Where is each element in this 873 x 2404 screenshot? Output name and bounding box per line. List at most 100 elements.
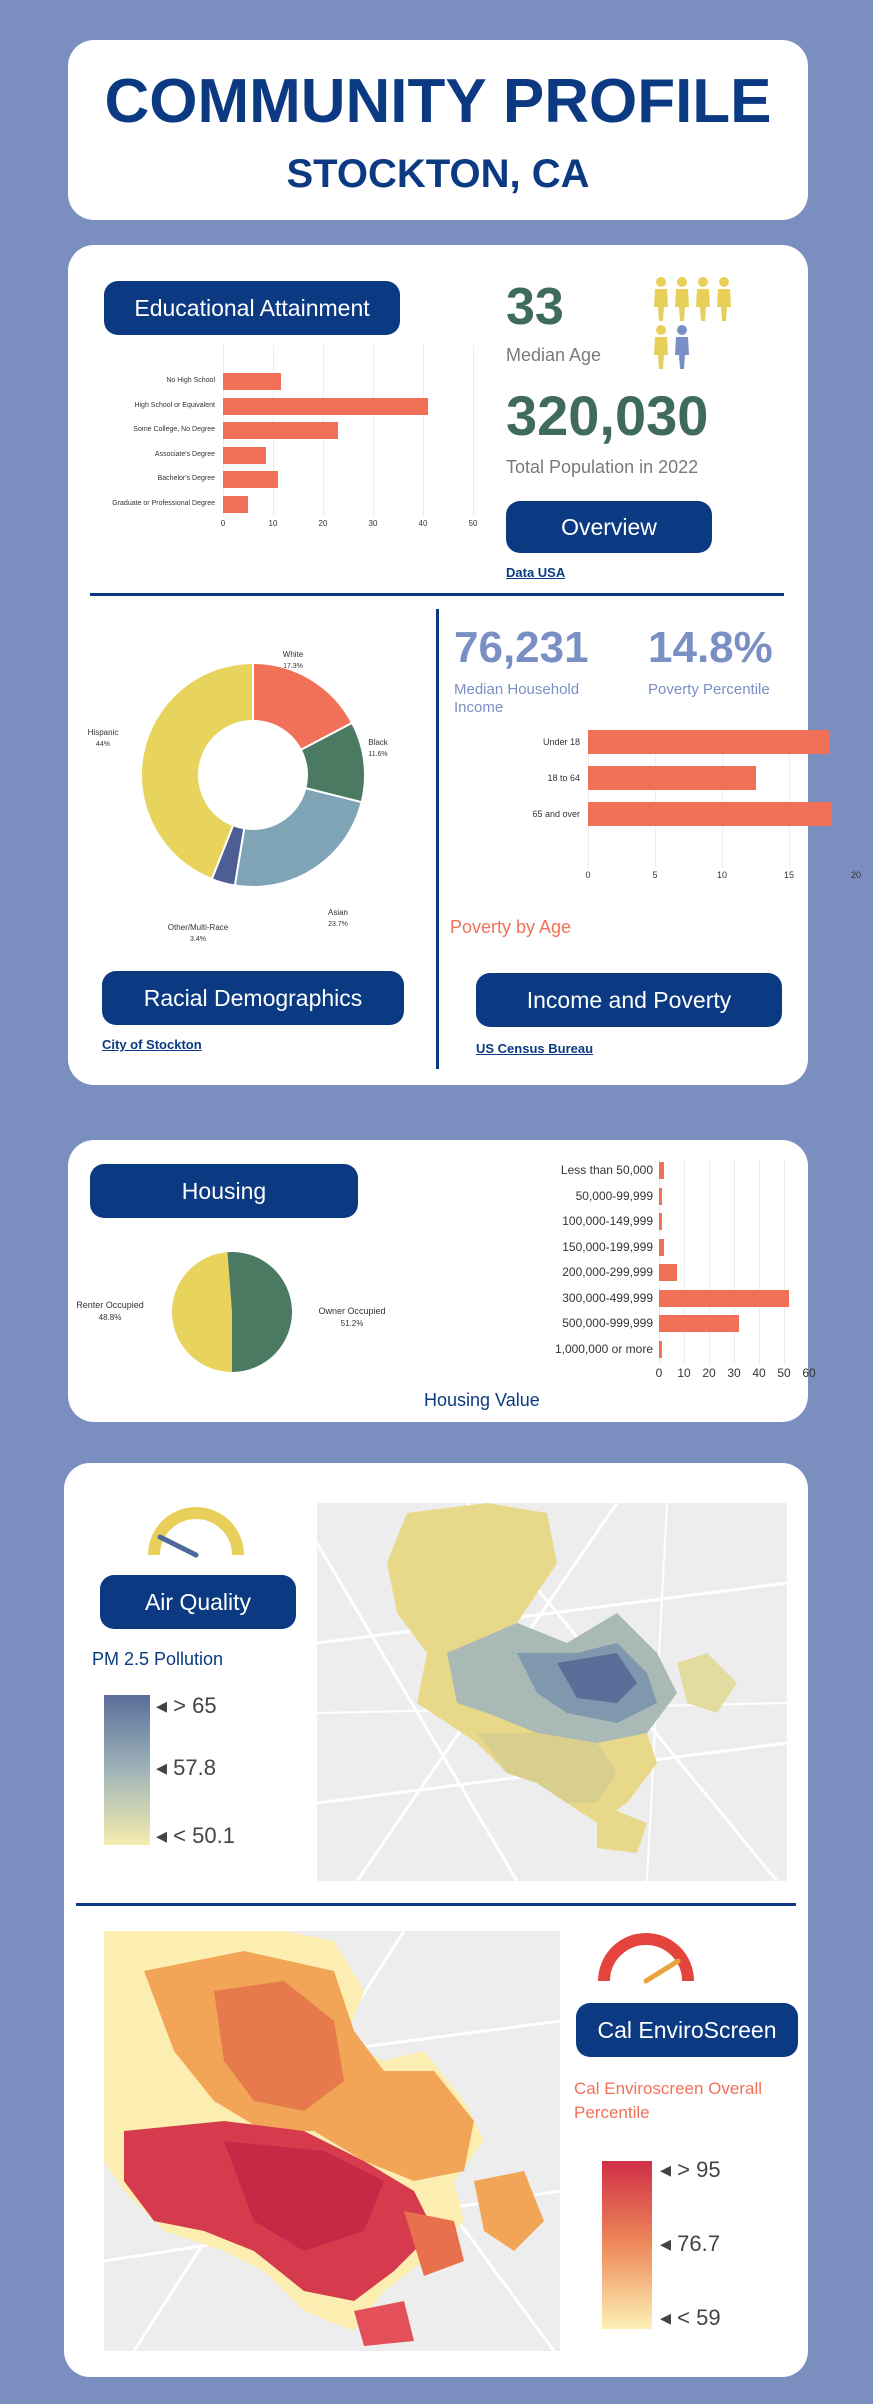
axis-tick-label: 60 xyxy=(802,1366,816,1380)
vertical-divider xyxy=(436,609,439,1069)
environment-card: Air Quality PM 2.5 Pollution ◂ > 65 ◂ 57… xyxy=(64,1463,808,2377)
enviroscreen-legend-gradient xyxy=(602,2161,652,2329)
housing-slice-label: Owner Occupied xyxy=(318,1306,385,1316)
bar-category-label: 150,000-199,999 xyxy=(562,1239,653,1254)
axis-tick-label: 10 xyxy=(716,870,727,880)
housing-slice-value: 48.8% xyxy=(99,1313,122,1322)
us-census-link[interactable]: US Census Bureau xyxy=(476,1041,594,1056)
page-title: COMMUNITY PROFILE xyxy=(104,67,772,136)
median-income-label: Median Household Income xyxy=(454,681,580,716)
bar-category-label: 50,000-99,999 xyxy=(575,1188,653,1203)
overview-card: Educational Attainment No High School Hig… xyxy=(68,245,861,1085)
bar-category-label: Bachelor's Degree xyxy=(157,475,215,483)
section-divider xyxy=(90,593,784,596)
pm25-legend-title: PM 2.5 Pollution xyxy=(92,1649,224,1669)
race-slice-value: 3.4% xyxy=(190,936,206,943)
poverty-pct-value: 14.8% xyxy=(648,623,773,672)
bar xyxy=(223,422,338,439)
income-poverty-title: Income and Poverty xyxy=(476,973,782,1027)
axis-tick-label: 0 xyxy=(220,519,226,528)
axis-tick-label: 5 xyxy=(652,870,658,880)
axis-tick-label: 10 xyxy=(268,519,278,528)
bar-category-label: 1,000,000 or more xyxy=(554,1341,653,1356)
bar-category-label: 200,000-299,999 xyxy=(562,1265,653,1280)
housing-title: Housing xyxy=(90,1164,358,1218)
race-slice-label: Asian xyxy=(328,908,348,917)
bar xyxy=(659,1289,789,1307)
housing-value-title: Housing Value xyxy=(424,1390,540,1410)
bar xyxy=(659,1213,662,1230)
bar xyxy=(223,446,266,464)
bar-category-label: 300,000-499,999 xyxy=(562,1290,653,1305)
housing-slice xyxy=(171,1252,232,1372)
axis-tick-label: 50 xyxy=(468,519,478,528)
axis-tick-label: 50 xyxy=(777,1366,791,1380)
axis-tick-label: 40 xyxy=(752,1366,766,1380)
education-chart: No High School High School or Equivalent S… xyxy=(68,345,488,535)
median-age-label: Median Age xyxy=(506,345,602,365)
pm25-legend-high: ◂ > 65 xyxy=(156,1693,217,1718)
housing-card: Housing Renter Occupied 48.8% Owner Occupi… xyxy=(68,1140,816,1422)
housing-value-chart: Less than 50,000 50,000-99,999 100,000-149… xyxy=(428,1152,816,1382)
housing-slice xyxy=(227,1252,292,1372)
air-quality-map[interactable] xyxy=(317,1503,787,1881)
race-slice xyxy=(140,661,254,881)
race-slice-value: 44% xyxy=(96,741,110,748)
bar xyxy=(659,1238,664,1256)
enviroscreen-map[interactable] xyxy=(104,1931,560,2351)
bar xyxy=(659,1187,662,1205)
education-title: Educational Attainment xyxy=(104,281,400,335)
bar xyxy=(223,397,428,415)
enviroscreen-legend-mid: ◂ 76.7 xyxy=(660,2231,720,2256)
race-slice-label: Hispanic xyxy=(88,728,119,737)
race-slice-value: 17.3% xyxy=(283,663,303,670)
bar-category-label: Under 18 xyxy=(542,736,580,747)
race-slice-value: 23.7% xyxy=(328,921,348,928)
population-label: Total Population in 2022 xyxy=(506,457,699,477)
bar-category-label: 65 and over xyxy=(532,808,580,819)
poverty-chart-title: Poverty by Age xyxy=(450,917,572,937)
air-quality-gauge-icon xyxy=(146,1505,246,1564)
housing-pie: Renter Occupied 48.8% Owner Occupied 51.2% xyxy=(68,1230,428,1410)
bar-category-label: 500,000-999,999 xyxy=(562,1316,653,1331)
axis-tick-label: 0 xyxy=(655,1366,663,1380)
bar-category-label: Associate's Degree xyxy=(154,450,215,458)
enviroscreen-gauge-icon xyxy=(596,1931,696,1990)
environment-divider xyxy=(76,1903,796,1906)
overview-button[interactable]: Overview xyxy=(506,501,712,553)
enviroscreen-legend-title: Cal Enviroscreen Overall Percentile xyxy=(574,2079,763,2122)
enviroscreen-title: Cal EnviroScreen xyxy=(576,2003,798,2057)
pm25-legend-low: ◂ < 50.1 xyxy=(156,1823,235,1848)
air-quality-title: Air Quality xyxy=(100,1575,296,1629)
poverty-chart: Under 18 18 to 64 65 and over 0 5 10 15 20 xyxy=(448,730,861,890)
bar-category-label: 18 to 64 xyxy=(547,772,580,783)
enviroscreen-legend-high: ◂ > 95 xyxy=(660,2157,721,2182)
housing-slice-label: Renter Occupied xyxy=(76,1300,144,1310)
pm25-legend-mid: ◂ 57.8 xyxy=(156,1755,216,1780)
people-icons xyxy=(652,275,732,375)
axis-tick-label: 40 xyxy=(418,519,428,528)
bar xyxy=(659,1315,739,1332)
enviroscreen-legend-low: ◂ < 59 xyxy=(660,2305,721,2330)
axis-tick-label: 0 xyxy=(585,870,591,880)
race-slice-label: Other/Multi-Race xyxy=(168,923,229,932)
bar xyxy=(223,495,248,513)
race-chart: White 17.3% Black 11.6% Asian 23.7% Other/Mult… xyxy=(68,615,438,945)
axis-tick-label: 15 xyxy=(783,870,794,880)
race-slice xyxy=(233,786,363,888)
axis-tick-label: 20 xyxy=(850,870,861,880)
data-usa-link[interactable]: Data USA xyxy=(506,565,566,580)
city-of-stockton-link[interactable]: City of Stockton xyxy=(102,1037,202,1052)
housing-slice-value: 51.2% xyxy=(341,1319,364,1328)
bar xyxy=(659,1340,662,1358)
bar-category-label: 100,000-149,999 xyxy=(562,1214,653,1229)
median-income-value: 76,231 xyxy=(454,623,589,672)
race-slice-value: 11.6% xyxy=(368,751,387,758)
population-value: 320,030 xyxy=(506,384,709,447)
bar-category-label: Less than 50,000 xyxy=(560,1163,653,1178)
axis-tick-label: 10 xyxy=(677,1366,691,1380)
axis-tick-label: 20 xyxy=(702,1366,716,1380)
axis-tick-label: 30 xyxy=(727,1366,741,1380)
median-age-value: 33 xyxy=(506,278,564,336)
bar xyxy=(588,802,832,826)
